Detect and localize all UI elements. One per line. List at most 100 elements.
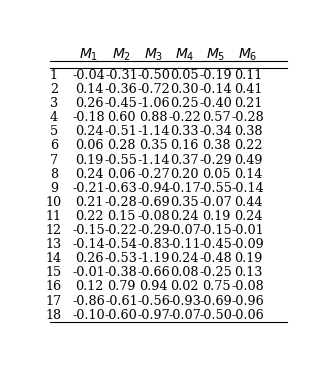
Text: 7: 7 xyxy=(50,154,58,166)
Text: 0.75: 0.75 xyxy=(202,280,231,293)
Text: $M_6$: $M_6$ xyxy=(238,47,258,63)
Text: -0.09: -0.09 xyxy=(232,238,264,251)
Text: -0.29: -0.29 xyxy=(200,154,232,166)
Text: -0.34: -0.34 xyxy=(200,125,232,138)
Text: 0.30: 0.30 xyxy=(170,83,199,96)
Text: 0.24: 0.24 xyxy=(234,210,262,223)
Text: $M_2$: $M_2$ xyxy=(112,47,131,63)
Text: -0.01: -0.01 xyxy=(72,266,105,279)
Text: -0.11: -0.11 xyxy=(168,238,201,251)
Text: 0.26: 0.26 xyxy=(75,97,103,110)
Text: -0.54: -0.54 xyxy=(105,238,138,251)
Text: -0.51: -0.51 xyxy=(105,125,138,138)
Text: -0.63: -0.63 xyxy=(105,182,138,195)
Text: 6: 6 xyxy=(50,139,58,152)
Text: 0.22: 0.22 xyxy=(234,139,262,152)
Text: $M_5$: $M_5$ xyxy=(206,47,226,63)
Text: $M_4$: $M_4$ xyxy=(175,47,194,63)
Text: 3: 3 xyxy=(50,97,58,110)
Text: 0.38: 0.38 xyxy=(234,125,262,138)
Text: -0.61: -0.61 xyxy=(105,294,138,307)
Text: 12: 12 xyxy=(46,224,62,237)
Text: -0.96: -0.96 xyxy=(232,294,264,307)
Text: 0.08: 0.08 xyxy=(170,266,199,279)
Text: 0.49: 0.49 xyxy=(234,154,262,166)
Text: -0.15: -0.15 xyxy=(200,224,232,237)
Text: 14: 14 xyxy=(46,252,62,265)
Text: -0.72: -0.72 xyxy=(137,83,170,96)
Text: -0.01: -0.01 xyxy=(232,224,264,237)
Text: 0.14: 0.14 xyxy=(234,168,262,181)
Text: -0.25: -0.25 xyxy=(200,266,232,279)
Text: 0.38: 0.38 xyxy=(202,139,231,152)
Text: 0.24: 0.24 xyxy=(170,252,199,265)
Text: -0.60: -0.60 xyxy=(105,308,138,322)
Text: -0.22: -0.22 xyxy=(168,111,201,124)
Text: 13: 13 xyxy=(46,238,62,251)
Text: 0.60: 0.60 xyxy=(107,111,136,124)
Text: -0.07: -0.07 xyxy=(168,308,201,322)
Text: -0.36: -0.36 xyxy=(105,83,138,96)
Text: 15: 15 xyxy=(46,266,62,279)
Text: -1.14: -1.14 xyxy=(137,154,170,166)
Text: 0.05: 0.05 xyxy=(170,69,199,82)
Text: -1.19: -1.19 xyxy=(137,252,170,265)
Text: 0.41: 0.41 xyxy=(234,83,262,96)
Text: 0.24: 0.24 xyxy=(75,125,103,138)
Text: 11: 11 xyxy=(46,210,62,223)
Text: -1.06: -1.06 xyxy=(137,97,170,110)
Text: -0.28: -0.28 xyxy=(105,196,138,209)
Text: -0.53: -0.53 xyxy=(105,252,138,265)
Text: 0.35: 0.35 xyxy=(139,139,168,152)
Text: 0.94: 0.94 xyxy=(139,280,168,293)
Text: 0.16: 0.16 xyxy=(170,139,199,152)
Text: 0.19: 0.19 xyxy=(234,252,262,265)
Text: 2: 2 xyxy=(50,83,58,96)
Text: -0.38: -0.38 xyxy=(105,266,138,279)
Text: 0.02: 0.02 xyxy=(170,280,199,293)
Text: -0.50: -0.50 xyxy=(137,69,170,82)
Text: -0.08: -0.08 xyxy=(232,280,264,293)
Text: 10: 10 xyxy=(46,196,62,209)
Text: 0.79: 0.79 xyxy=(107,280,136,293)
Text: -0.94: -0.94 xyxy=(137,182,170,195)
Text: 5: 5 xyxy=(50,125,58,138)
Text: -0.55: -0.55 xyxy=(105,154,138,166)
Text: 0.20: 0.20 xyxy=(170,168,199,181)
Text: 0.33: 0.33 xyxy=(170,125,199,138)
Text: -1.14: -1.14 xyxy=(137,125,170,138)
Text: 0.21: 0.21 xyxy=(234,97,262,110)
Text: 18: 18 xyxy=(46,308,62,322)
Text: -0.40: -0.40 xyxy=(200,97,232,110)
Text: -0.17: -0.17 xyxy=(168,182,201,195)
Text: -0.69: -0.69 xyxy=(137,196,170,209)
Text: -0.86: -0.86 xyxy=(72,294,105,307)
Text: -0.14: -0.14 xyxy=(232,182,264,195)
Text: -0.15: -0.15 xyxy=(72,224,105,237)
Text: -0.04: -0.04 xyxy=(72,69,105,82)
Text: -0.83: -0.83 xyxy=(137,238,170,251)
Text: 0.44: 0.44 xyxy=(234,196,262,209)
Text: 0.05: 0.05 xyxy=(202,168,231,181)
Text: 1: 1 xyxy=(50,69,58,82)
Text: 0.14: 0.14 xyxy=(75,83,103,96)
Text: -0.69: -0.69 xyxy=(200,294,232,307)
Text: -0.19: -0.19 xyxy=(200,69,232,82)
Text: -0.28: -0.28 xyxy=(232,111,264,124)
Text: 0.19: 0.19 xyxy=(75,154,103,166)
Text: -0.48: -0.48 xyxy=(200,252,232,265)
Text: 0.21: 0.21 xyxy=(75,196,103,209)
Text: 0.19: 0.19 xyxy=(202,210,230,223)
Text: 0.24: 0.24 xyxy=(75,168,103,181)
Text: 0.35: 0.35 xyxy=(170,196,199,209)
Text: 0.22: 0.22 xyxy=(75,210,103,223)
Text: 0.26: 0.26 xyxy=(75,252,103,265)
Text: 0.25: 0.25 xyxy=(170,97,199,110)
Text: 0.24: 0.24 xyxy=(170,210,199,223)
Text: $M_3$: $M_3$ xyxy=(144,47,164,63)
Text: 16: 16 xyxy=(46,280,62,293)
Text: 0.57: 0.57 xyxy=(202,111,231,124)
Text: -0.45: -0.45 xyxy=(105,97,138,110)
Text: 0.28: 0.28 xyxy=(107,139,136,152)
Text: -0.97: -0.97 xyxy=(137,308,170,322)
